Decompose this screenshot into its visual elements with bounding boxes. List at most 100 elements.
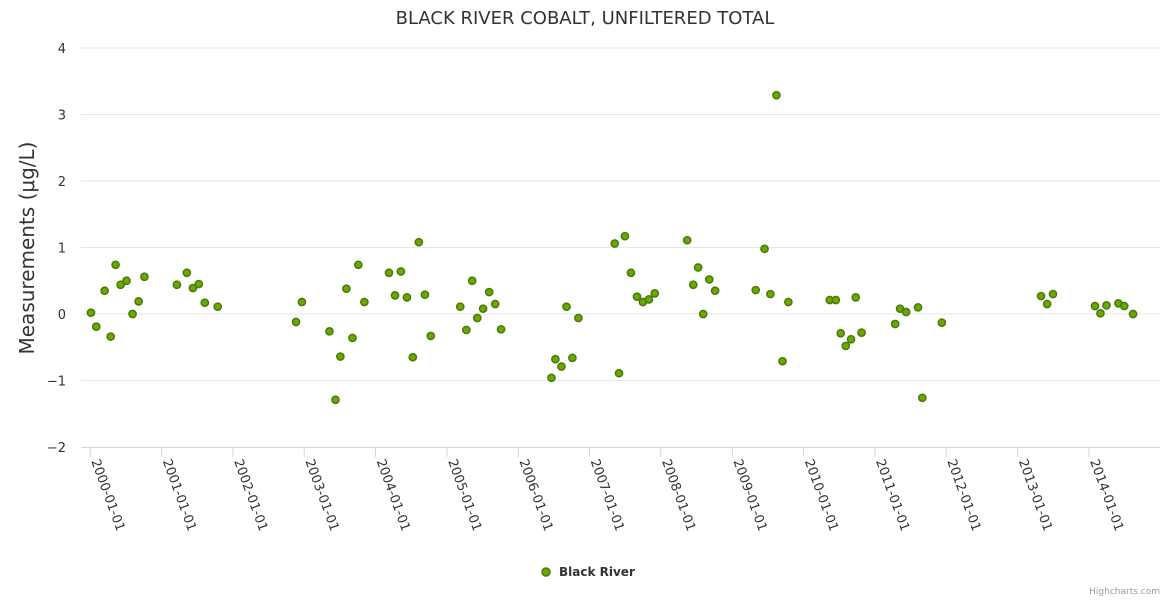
data-point[interactable]: [644, 295, 654, 304]
x-tick-label: 2011-01-01: [872, 457, 912, 533]
data-point[interactable]: [557, 362, 566, 371]
data-point[interactable]: [913, 303, 923, 312]
data-point[interactable]: [194, 279, 204, 289]
data-point[interactable]: [760, 244, 769, 254]
data-point[interactable]: [122, 276, 131, 286]
data-point[interactable]: [182, 268, 192, 278]
data-point[interactable]: [100, 286, 109, 296]
data-point[interactable]: [901, 307, 911, 317]
data-point[interactable]: [610, 239, 620, 248]
data-point[interactable]: [461, 325, 471, 335]
y-tick-label: −2: [47, 441, 66, 456]
y-tick-label: 0: [58, 308, 66, 323]
data-point[interactable]: [472, 313, 482, 323]
data-point[interactable]: [478, 304, 488, 314]
data-point[interactable]: [890, 319, 900, 329]
data-point[interactable]: [467, 276, 477, 286]
data-point[interactable]: [568, 353, 577, 363]
data-point[interactable]: [348, 333, 357, 343]
data-point[interactable]: [414, 237, 424, 247]
data-point[interactable]: [1096, 308, 1105, 318]
data-point[interactable]: [772, 90, 781, 100]
data-point[interactable]: [86, 308, 96, 318]
data-point[interactable]: [291, 317, 301, 327]
data-point[interactable]: [632, 292, 642, 302]
data-point[interactable]: [496, 324, 506, 334]
data-point[interactable]: [1128, 309, 1138, 319]
data-point[interactable]: [402, 293, 412, 302]
data-point[interactable]: [331, 395, 340, 405]
data-point[interactable]: [698, 309, 708, 319]
data-point[interactable]: [751, 285, 761, 295]
data-point[interactable]: [484, 287, 494, 297]
data-point[interactable]: [106, 332, 116, 341]
data-point[interactable]: [937, 318, 947, 327]
data-point[interactable]: [547, 373, 556, 383]
data-point[interactable]: [766, 289, 775, 299]
data-point[interactable]: [562, 302, 571, 312]
data-point[interactable]: [1102, 301, 1111, 310]
data-point[interactable]: [688, 280, 698, 290]
data-point[interactable]: [620, 231, 630, 241]
data-point[interactable]: [455, 302, 465, 312]
data-point[interactable]: [297, 297, 307, 307]
data-point[interactable]: [574, 313, 583, 323]
data-point[interactable]: [172, 280, 182, 290]
x-tick-label: 2008-01-01: [658, 457, 698, 533]
data-point[interactable]: [710, 286, 720, 296]
data-point[interactable]: [396, 267, 406, 276]
data-point[interactable]: [140, 272, 149, 282]
data-point[interactable]: [857, 328, 866, 337]
data-point[interactable]: [360, 297, 369, 307]
x-tick-label: 2002-01-01: [230, 457, 270, 533]
legend[interactable]: Black River: [541, 565, 635, 579]
data-point[interactable]: [384, 268, 394, 278]
data-point[interactable]: [200, 298, 210, 308]
credits-link[interactable]: Highcharts.com: [1089, 587, 1160, 597]
data-point[interactable]: [1036, 291, 1046, 301]
data-point[interactable]: [111, 260, 120, 270]
x-tick-label: 2001-01-01: [159, 457, 199, 533]
data-point[interactable]: [851, 293, 861, 302]
data-point[interactable]: [841, 341, 851, 351]
data-point[interactable]: [831, 295, 841, 305]
data-point[interactable]: [336, 352, 345, 361]
chart-title: BLACK RIVER COBALT, UNFILTERED TOTAL: [396, 8, 775, 29]
data-point[interactable]: [188, 283, 198, 293]
data-point[interactable]: [1090, 301, 1100, 311]
data-point[interactable]: [1042, 299, 1052, 309]
data-point[interactable]: [682, 235, 692, 245]
data-point[interactable]: [836, 328, 846, 338]
data-point[interactable]: [1119, 301, 1129, 311]
legend-marker[interactable]: [541, 567, 551, 577]
y-tick-label: 3: [58, 109, 66, 124]
legend-item-black-river[interactable]: Black River: [559, 565, 635, 579]
data-point[interactable]: [784, 297, 793, 307]
data-point[interactable]: [390, 291, 400, 300]
data-point[interactable]: [704, 275, 714, 284]
data-point[interactable]: [917, 393, 927, 403]
data-point[interactable]: [426, 331, 436, 341]
data-point[interactable]: [1048, 289, 1058, 299]
data-point[interactable]: [353, 260, 363, 270]
series-black-river[interactable]: [86, 90, 1138, 405]
data-point[interactable]: [91, 322, 101, 331]
data-point[interactable]: [408, 352, 418, 362]
x-tick-label: 2007-01-01: [587, 457, 627, 533]
data-point[interactable]: [325, 326, 334, 336]
data-point[interactable]: [778, 356, 787, 366]
data-point[interactable]: [420, 290, 430, 300]
data-point[interactable]: [128, 309, 137, 319]
data-point[interactable]: [693, 263, 703, 272]
data-point[interactable]: [846, 334, 856, 344]
data-point[interactable]: [490, 299, 500, 309]
data-point[interactable]: [650, 289, 660, 298]
data-point[interactable]: [213, 302, 223, 312]
data-point[interactable]: [116, 280, 125, 290]
data-point[interactable]: [134, 297, 143, 306]
data-point[interactable]: [614, 368, 624, 378]
data-point[interactable]: [342, 284, 351, 294]
data-point[interactable]: [551, 354, 560, 364]
data-point[interactable]: [626, 268, 636, 278]
